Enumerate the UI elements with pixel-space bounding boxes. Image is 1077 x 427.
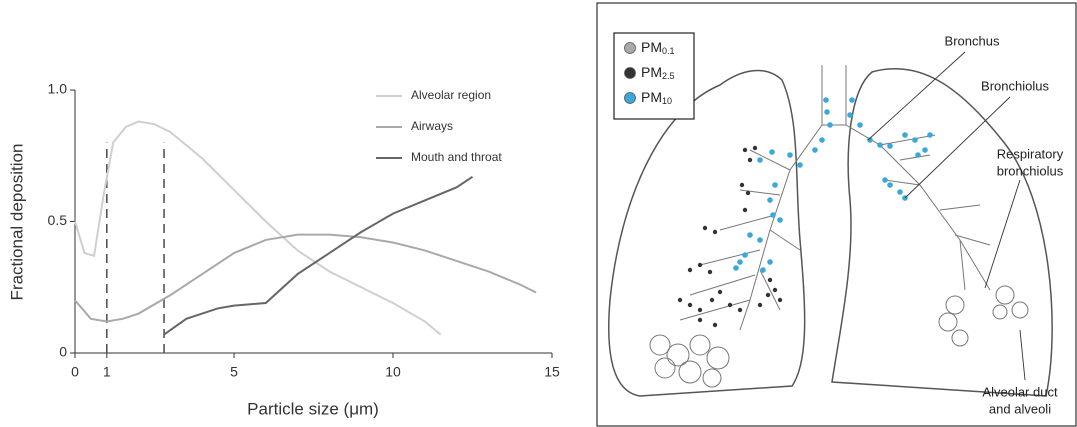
pm10-dot bbox=[857, 122, 863, 128]
diagram-label: Alveolar duct bbox=[982, 384, 1058, 399]
legend-label-main: PM bbox=[641, 39, 662, 55]
diagram-label: and alveoli bbox=[989, 401, 1051, 416]
pm10-dot bbox=[767, 197, 773, 203]
pm25-dot bbox=[772, 287, 778, 293]
pm10-dot bbox=[824, 109, 830, 115]
x-tick-label: 0 bbox=[71, 364, 79, 380]
pm25-dot bbox=[677, 297, 683, 303]
legend-label: Alveolar region bbox=[411, 88, 491, 102]
x-axis-title: Particle size (μm) bbox=[247, 399, 379, 418]
legend-marker bbox=[624, 92, 636, 104]
pm10-dot bbox=[772, 182, 778, 188]
legend-label: PM10 bbox=[641, 89, 672, 107]
pm10-dot bbox=[902, 132, 908, 138]
y-tick-label: 0.5 bbox=[48, 212, 68, 228]
y-axis-title: Fractional deposition bbox=[7, 144, 26, 301]
diagram-label: bronchiolus bbox=[997, 163, 1064, 178]
legend-marker bbox=[624, 42, 636, 54]
x-tick-label: 15 bbox=[544, 364, 560, 380]
legend-label-subscript: 0.1 bbox=[662, 46, 675, 56]
pm10-dot bbox=[767, 259, 773, 265]
pm10-dot bbox=[812, 147, 818, 153]
pm25-dot bbox=[737, 307, 743, 313]
legend-label: Mouth and throat bbox=[411, 150, 502, 164]
pm10-dot bbox=[849, 97, 855, 103]
pm25-dot bbox=[742, 147, 748, 153]
diagram-label: Bronchiolus bbox=[981, 78, 1049, 93]
pm25-dot bbox=[767, 277, 773, 283]
pm10-dot bbox=[757, 157, 763, 163]
pm25-dot bbox=[742, 207, 748, 213]
pm25-dot bbox=[697, 262, 703, 268]
legend-marker bbox=[624, 67, 636, 79]
legend-label: PM2.5 bbox=[641, 64, 675, 82]
pm10-dot bbox=[927, 132, 933, 138]
legend-label-subscript: 2.5 bbox=[662, 71, 675, 81]
series-line bbox=[163, 175, 474, 336]
pm25-dot bbox=[752, 145, 758, 151]
pointer-lines bbox=[867, 51, 1026, 381]
diagram-label: Bronchus bbox=[945, 33, 1000, 48]
pm25-dot bbox=[745, 190, 751, 196]
pm10-dot bbox=[922, 147, 928, 153]
pm10-dot bbox=[733, 265, 739, 271]
y-tick-label: 1.0 bbox=[48, 81, 68, 97]
pm10-dot bbox=[757, 237, 763, 243]
pm10-dot bbox=[777, 217, 783, 223]
diagram-label: Respiratory bbox=[997, 146, 1064, 161]
x-tick-label: 1 bbox=[103, 364, 111, 380]
pm25-dot bbox=[687, 267, 693, 273]
pm10-dot bbox=[747, 232, 753, 238]
pm25-dot bbox=[707, 269, 713, 275]
lungs bbox=[608, 67, 1053, 397]
pm25-dot bbox=[765, 292, 771, 298]
pm10-dot bbox=[819, 137, 825, 143]
pm10-dot bbox=[915, 152, 921, 158]
pm10-dot bbox=[887, 182, 893, 188]
pm25-dot bbox=[687, 302, 693, 308]
pm10-dot bbox=[787, 152, 793, 158]
pm25-dot bbox=[712, 322, 718, 328]
x-tick-label: 10 bbox=[385, 364, 401, 380]
series-line bbox=[74, 120, 442, 336]
pm10-dot bbox=[912, 137, 918, 143]
pm25-dot bbox=[757, 302, 763, 308]
pm25-dot bbox=[712, 229, 718, 235]
pm10-dot bbox=[823, 97, 829, 103]
legend-label: PM0.1 bbox=[641, 39, 675, 57]
pm25-dot bbox=[747, 157, 753, 163]
pm10-dot bbox=[897, 189, 903, 195]
pm25-dot bbox=[709, 297, 715, 303]
legend-label-subscript: 10 bbox=[662, 96, 672, 106]
pm10-dot bbox=[887, 143, 893, 149]
pm10-dot bbox=[737, 259, 743, 265]
pm25-dot bbox=[717, 289, 723, 295]
pm25-dot bbox=[777, 297, 783, 303]
legend-label: Airways bbox=[411, 119, 453, 133]
pm10-dot bbox=[847, 112, 853, 118]
pm10-dot bbox=[742, 252, 748, 258]
legend-label-main: PM bbox=[641, 64, 662, 80]
y-tick-label: 0 bbox=[59, 344, 67, 360]
pm10-dot bbox=[867, 137, 873, 143]
pm10-dot bbox=[797, 162, 803, 168]
pm25-dot bbox=[697, 317, 703, 323]
pm10-dot bbox=[770, 212, 776, 218]
pm10-dot bbox=[827, 122, 833, 128]
pm25-dot bbox=[727, 302, 733, 308]
pm10-dot bbox=[882, 177, 888, 183]
alveoli bbox=[649, 285, 1029, 388]
pm25-dot bbox=[697, 307, 703, 313]
pm10-dot bbox=[760, 267, 766, 273]
pm10-dot bbox=[769, 149, 775, 155]
pm25-dot bbox=[739, 182, 745, 188]
pm25-dot bbox=[702, 225, 708, 231]
pm10-dot bbox=[877, 142, 883, 148]
x-tick-label: 5 bbox=[230, 364, 238, 380]
series-line bbox=[74, 233, 537, 323]
legend-label-main: PM bbox=[641, 89, 662, 105]
